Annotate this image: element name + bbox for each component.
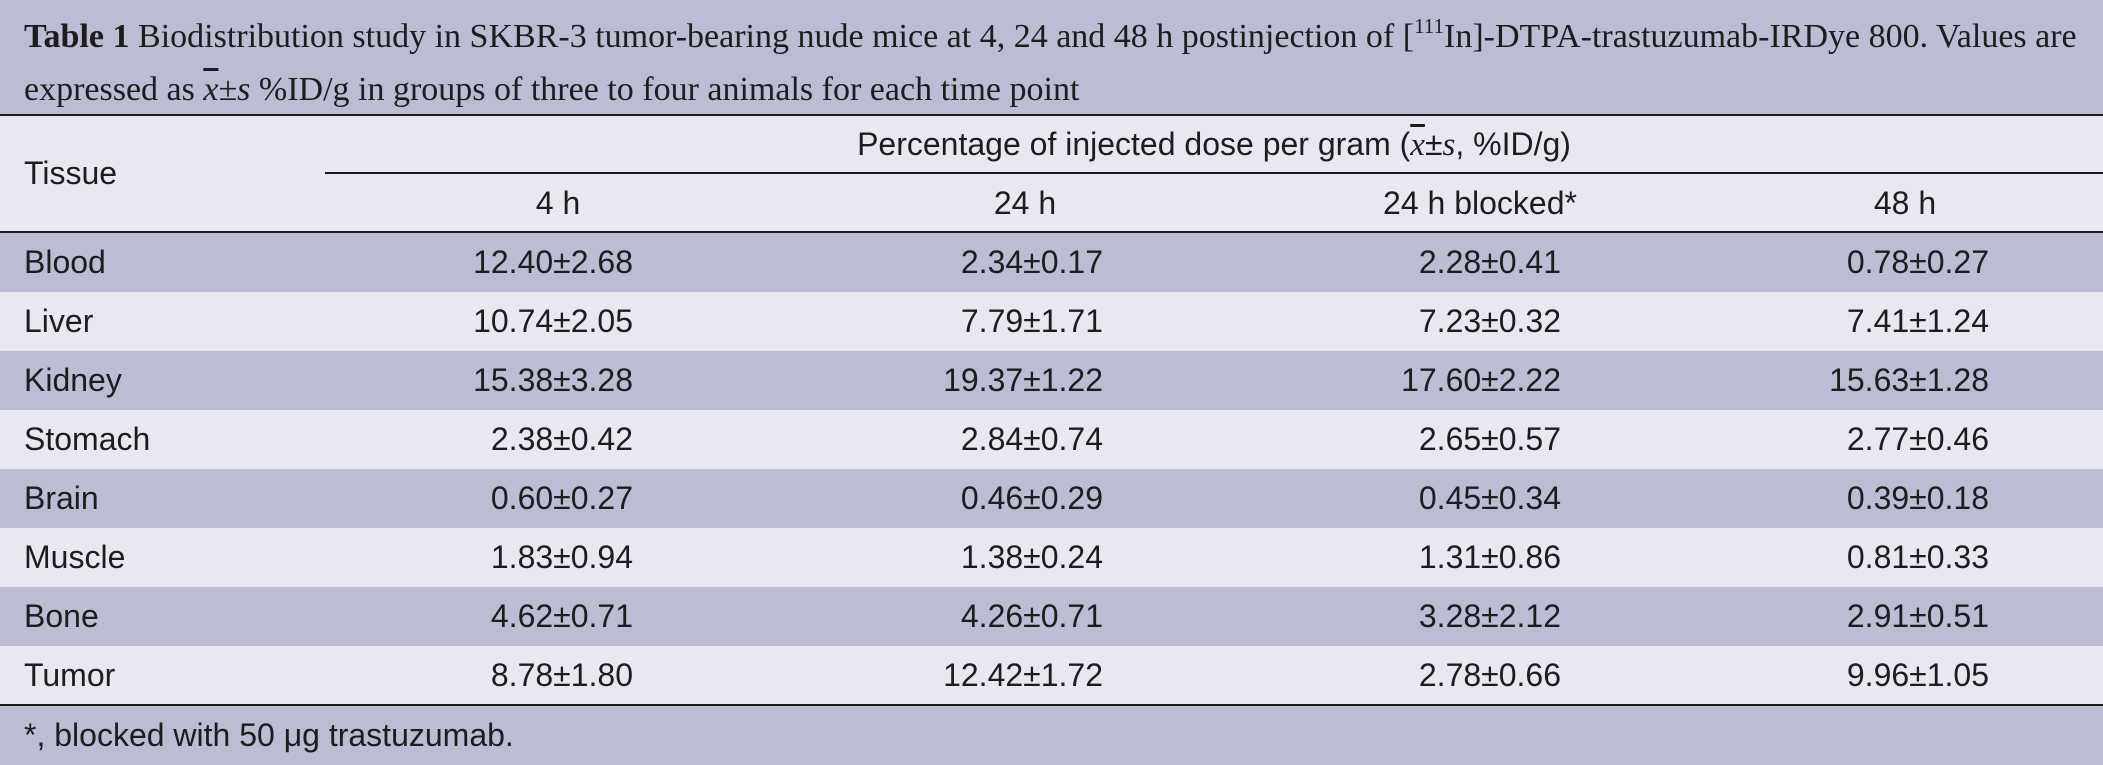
value-cell-48h: 9.96±1.05 [1846,657,1989,693]
value-cell-24h: 7.79±1.71 [960,303,1103,339]
value-cell-24h-blocked: 3.28±2.12 [1418,598,1561,634]
table-row: Kidney 15.38±3.28 19.37±1.22 17.60±2.22 … [0,351,2103,410]
mean-symbol: x [203,71,219,108]
table-row: Muscle 1.83±0.94 1.38±0.24 1.31±0.86 0.8… [0,528,2103,587]
column-header-24h: 24 h [993,185,1057,221]
value-cell-24h-blocked: 17.60±2.22 [1401,362,1561,398]
value-cell-48h: 0.39±0.18 [1846,480,1989,516]
column-header-4h: 4 h [535,185,581,221]
table-row: Bone 4.62±0.71 4.26±0.71 3.28±2.12 2.91±… [0,587,2103,646]
table-row: Blood 12.40±2.68 2.34±0.17 2.28±0.41 0.7… [0,233,2103,292]
tissue-cell: Muscle [24,539,126,575]
tissue-cell: Stomach [24,421,151,457]
span-head-text-2: , %ID/g) [1455,126,1571,162]
value-cell-24h: 1.38±0.24 [960,539,1103,575]
value-cell-4h: 0.60±0.27 [490,480,633,516]
tissue-cell: Brain [24,480,99,516]
value-cell-24h-blocked: 2.65±0.57 [1418,421,1561,457]
tissue-cell: Kidney [24,362,122,398]
column-header-48h: 48 h [1873,185,1937,221]
value-cell-24h-blocked: 2.78±0.66 [1418,657,1561,693]
value-cell-48h: 15.63±1.28 [1829,362,1989,398]
value-cell-4h: 1.83±0.94 [490,539,633,575]
span-s-symbol: s [1442,127,1456,163]
table-footnote: *, blocked with 50 μg trastuzumab. [0,706,2103,765]
value-cell-48h: 2.77±0.46 [1846,421,1989,457]
caption-text-2: In]-DTPA-trastuzumab-IRDye 800. Values a… [24,18,2077,108]
table-row: Tumor 8.78±1.80 12.42±1.72 2.78±0.66 9.9… [0,646,2103,705]
value-cell-24h-blocked: 0.45±0.34 [1418,480,1561,516]
footnote-text: *, blocked with 50 μg trastuzumab. [24,717,514,753]
value-cell-4h: 10.74±2.05 [473,303,633,339]
isotope-mass-number: 111 [1414,13,1445,38]
value-cell-4h: 8.78±1.80 [490,657,633,693]
table-label: Table 1 [24,18,130,55]
top-rule [0,114,2103,116]
tissue-cell: Liver [24,303,94,339]
table-row: Stomach 2.38±0.42 2.84±0.74 2.65±0.57 2.… [0,410,2103,469]
value-cell-48h: 0.78±0.27 [1846,244,1989,280]
value-cell-24h-blocked: 7.23±0.32 [1418,303,1561,339]
table-row: Brain 0.60±0.27 0.46±0.29 0.45±0.34 0.39… [0,469,2103,528]
column-header-24h-blocked: 24 h blocked* [1383,185,1577,221]
header-bottom-rule [0,231,2103,233]
value-cell-48h: 0.81±0.33 [1846,539,1989,575]
tissue-cell: Blood [24,244,106,280]
percentage-spanning-header: Percentage of injected dose per gram (x±… [325,121,2103,168]
table-row: Liver 10.74±2.05 7.79±1.71 7.23±0.32 7.4… [0,292,2103,351]
value-cell-24h: 12.42±1.72 [943,657,1103,693]
value-cell-4h: 2.38±0.42 [490,421,633,457]
span-pm: ± [1424,126,1443,162]
value-cell-48h: 7.41±1.24 [1846,303,1989,339]
value-cell-24h: 2.34±0.17 [960,244,1103,280]
caption-text-1: Biodistribution study in SKBR-3 tumor-be… [129,18,1415,55]
table-bottom-rule [0,704,2103,706]
value-cell-24h: 2.84±0.74 [960,421,1103,457]
value-cell-4h: 12.40±2.68 [473,244,633,280]
tissue-cell: Tumor [24,657,116,693]
value-cell-48h: 2.91±0.51 [1846,598,1989,634]
value-cell-24h-blocked: 1.31±0.86 [1418,539,1561,575]
span-mean-symbol: x [1410,127,1425,163]
value-cell-24h: 4.26±0.71 [960,598,1103,634]
tissue-column-header: Tissue [24,155,118,191]
table-caption: Table 1 Biodistribution study in SKBR-3 … [0,0,2103,114]
spanner-rule [325,172,2103,174]
table-header [0,116,2103,232]
value-cell-24h: 19.37±1.22 [943,362,1103,398]
span-head-text-1: Percentage of injected dose per gram ( [857,126,1411,162]
value-cell-4h: 15.38±3.28 [473,362,633,398]
value-cell-4h: 4.62±0.71 [490,598,633,634]
value-cell-24h: 0.46±0.29 [960,480,1103,516]
caption-text-3: %ID/g in groups of three to four animals… [250,71,1080,108]
tissue-cell: Bone [24,598,99,634]
value-cell-24h-blocked: 2.28±0.41 [1418,244,1561,280]
sd-symbol: ±s [218,71,251,108]
